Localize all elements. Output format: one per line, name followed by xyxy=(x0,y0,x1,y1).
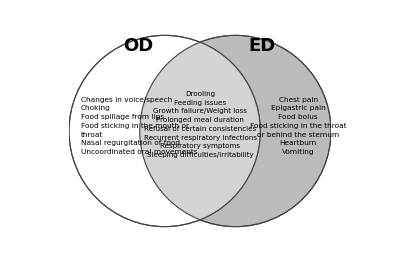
Text: OD: OD xyxy=(123,37,154,55)
Circle shape xyxy=(69,35,260,227)
Text: Chest pain
Epigastric pain
Food bolus
Food sticking in the throat
or behind the : Chest pain Epigastric pain Food bolus Fo… xyxy=(250,96,346,155)
Text: Changes in voice/speech
Choking
Food spillage from lips
Food sticking in the mou: Changes in voice/speech Choking Food spi… xyxy=(81,96,197,155)
Text: ED: ED xyxy=(248,37,275,55)
Circle shape xyxy=(140,35,331,227)
Text: Drooling
Feeding issues
Growth failure/Weight loss
Prolonged meal duration
Refus: Drooling Feeding issues Growth failure/W… xyxy=(144,91,256,158)
Circle shape xyxy=(140,35,331,227)
